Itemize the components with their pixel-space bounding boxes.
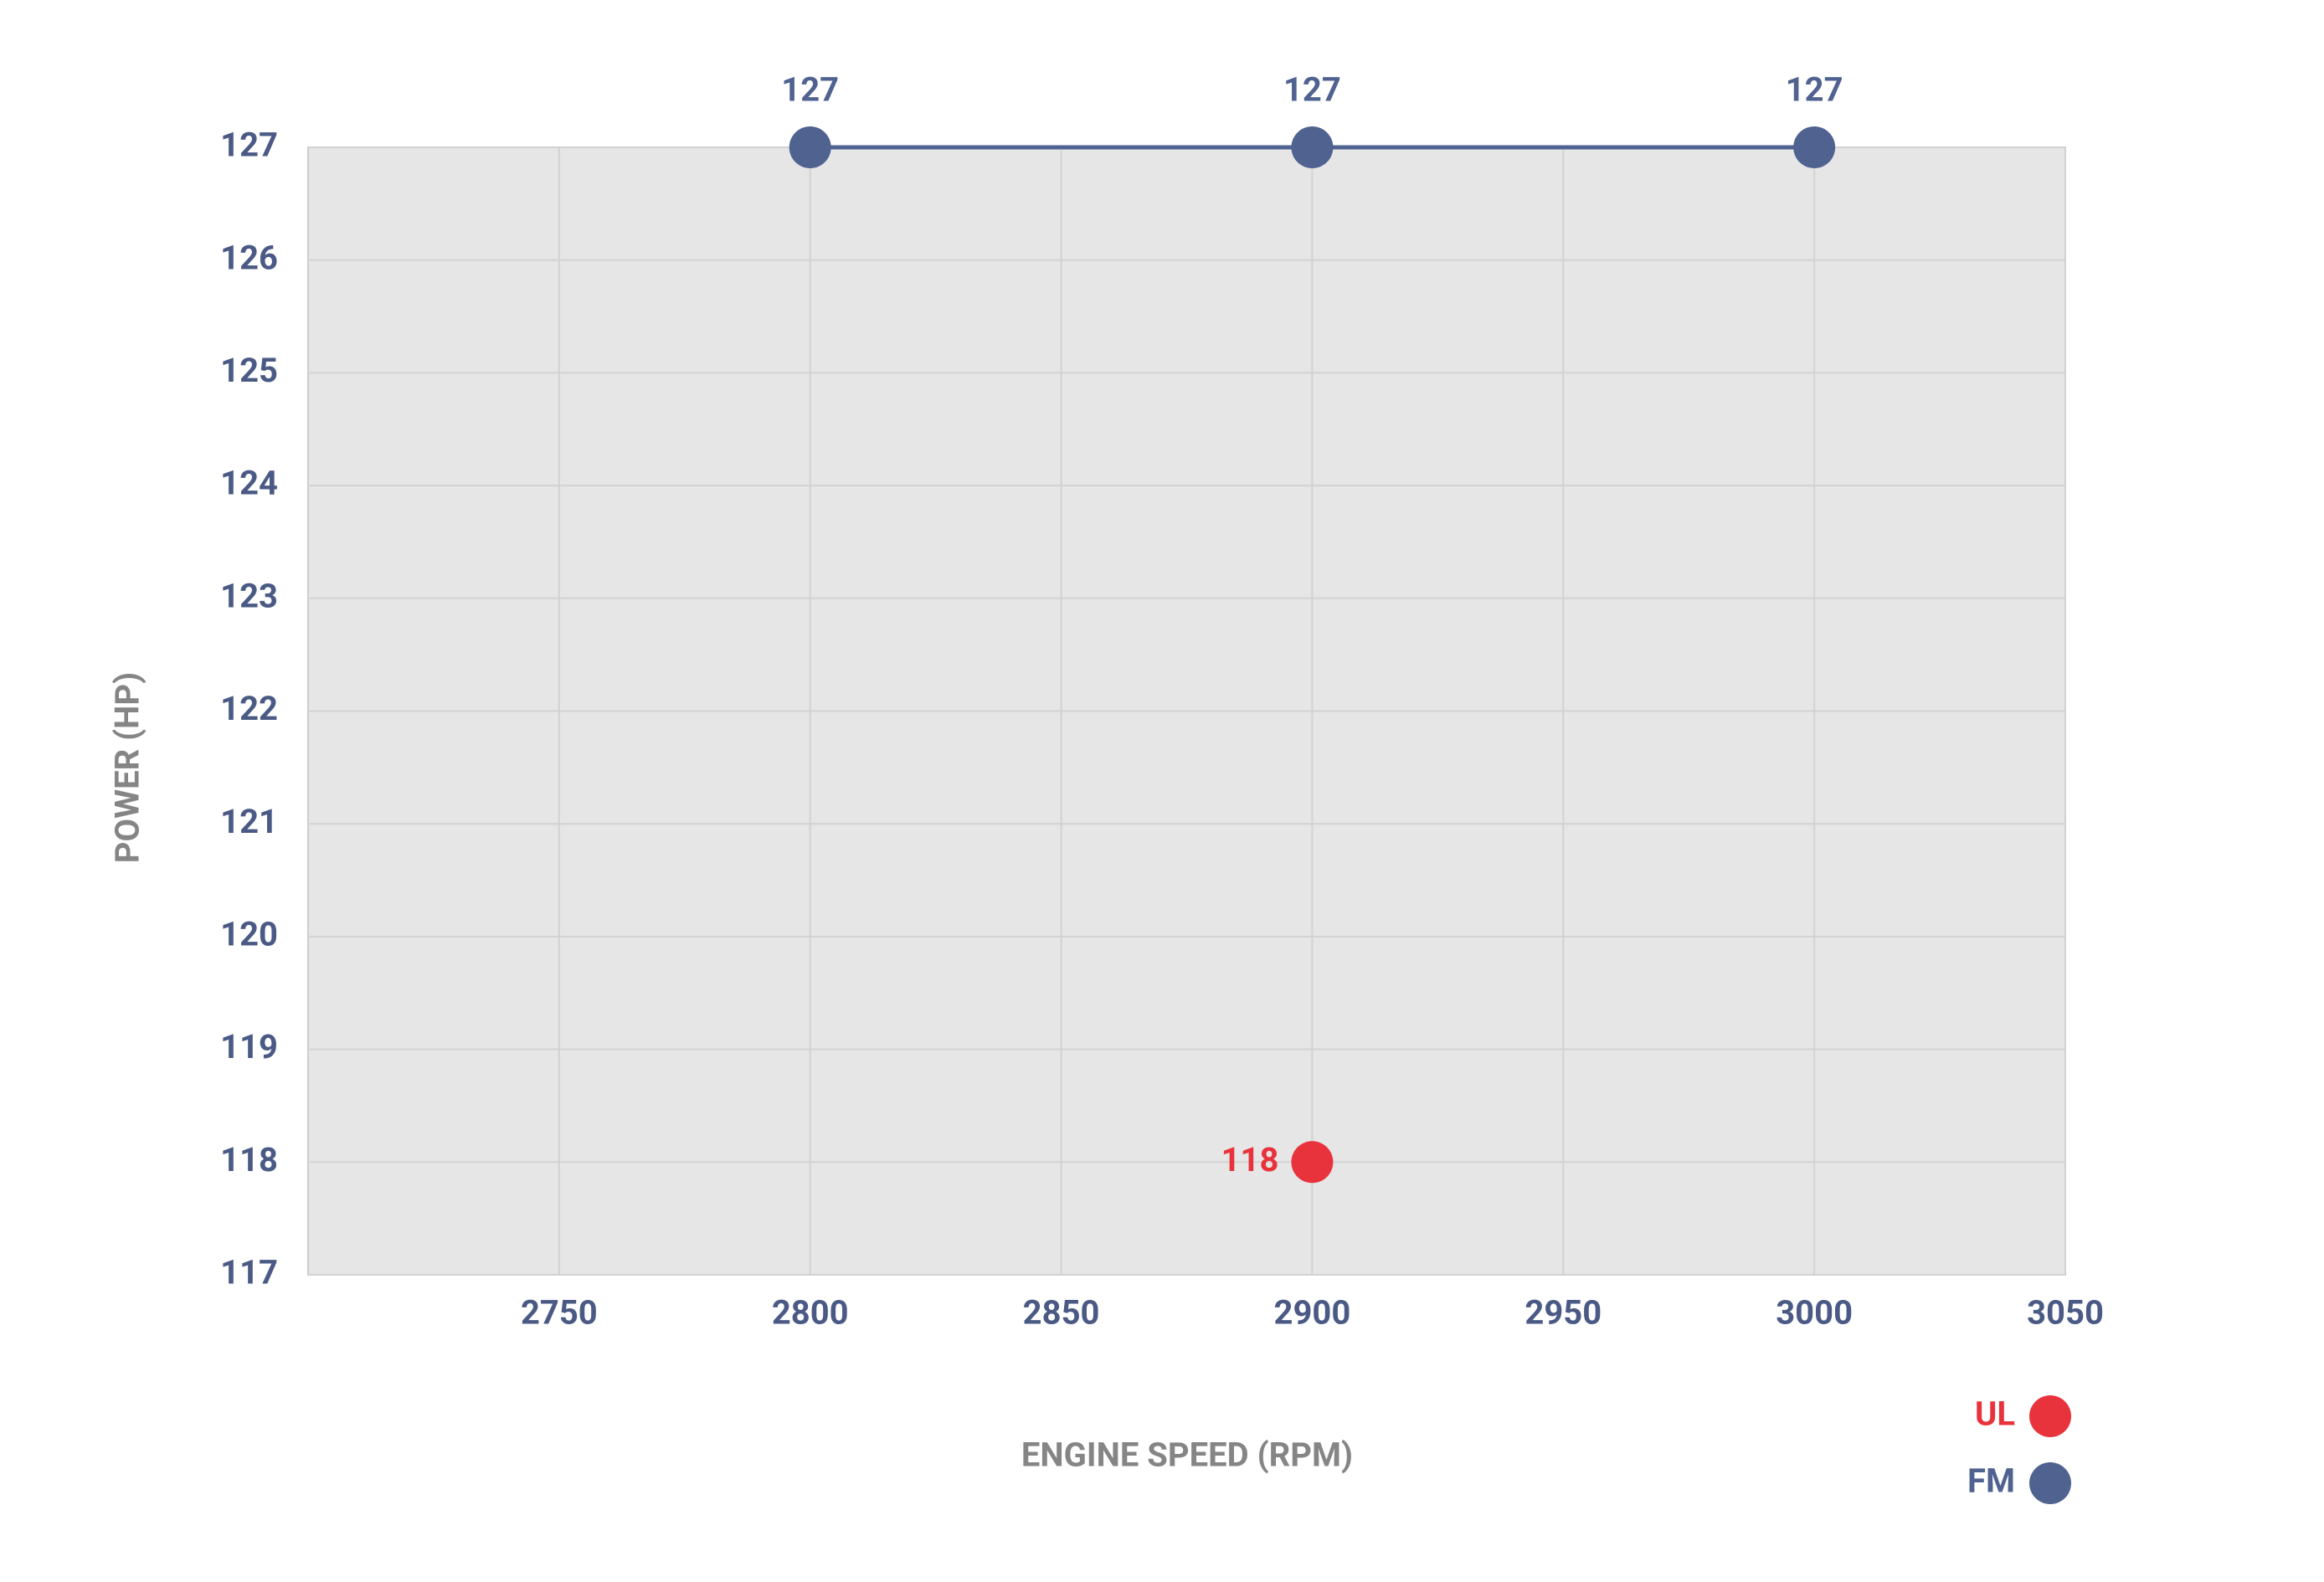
y-tick-label: 126: [220, 238, 278, 277]
y-tick-label: 125: [220, 351, 278, 390]
data-point: [789, 126, 831, 168]
x-tick-label: 2900: [1274, 1293, 1351, 1333]
legend-marker: [2029, 1395, 2071, 1437]
y-axis-title: POWER (HP): [108, 672, 147, 863]
data-label: 127: [1786, 70, 1843, 110]
x-tick-label: 3050: [2027, 1293, 2104, 1333]
data-label: 127: [781, 70, 839, 110]
x-tick-label: 2950: [1524, 1293, 1602, 1333]
data-point: [1291, 126, 1334, 168]
data-label: 118: [1221, 1140, 1279, 1179]
y-tick-label: 119: [220, 1027, 278, 1066]
data-label: 127: [1283, 70, 1341, 110]
y-tick-label: 117: [220, 1253, 278, 1292]
y-tick-label: 122: [220, 689, 278, 728]
y-tick-label: 127: [220, 126, 278, 165]
legend-marker: [2029, 1462, 2071, 1504]
data-point: [1793, 126, 1836, 168]
legend-label: UL: [1975, 1395, 2015, 1434]
y-tick-label: 121: [220, 802, 278, 841]
grid: [308, 146, 2066, 1276]
x-tick-label: 2800: [772, 1293, 849, 1333]
x-tick-label: 2750: [521, 1293, 598, 1333]
x-axis-title: ENGINE SPEED (RPM): [1021, 1436, 1353, 1475]
y-tick-label: 123: [220, 576, 278, 615]
y-tick-label: 118: [220, 1140, 278, 1179]
y-tick-label: 120: [220, 914, 278, 953]
x-tick-label: 3000: [1776, 1293, 1853, 1333]
data-point: [1291, 1141, 1334, 1184]
x-tick-label: 2850: [1023, 1293, 1100, 1333]
legend-label: FM: [1967, 1461, 2015, 1501]
y-tick-label: 124: [220, 464, 278, 503]
